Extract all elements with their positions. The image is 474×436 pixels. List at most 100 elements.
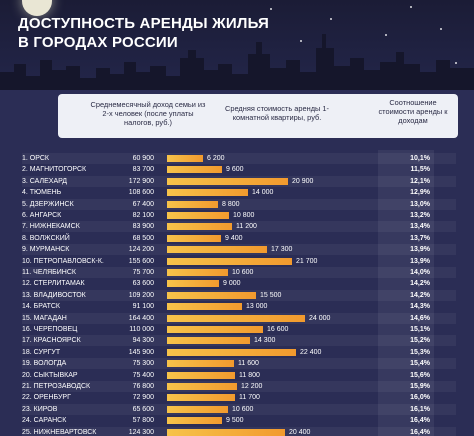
rent-bar — [167, 235, 221, 242]
rent-value-label: 13 000 — [246, 303, 268, 310]
income-value: 67 400 — [132, 201, 154, 208]
ratio-value: 15,6% — [410, 372, 430, 379]
rent-value-label: 9 500 — [226, 417, 244, 424]
income-value: 94 300 — [132, 337, 154, 344]
rent-bar — [167, 406, 228, 413]
row-stripe — [22, 381, 456, 392]
income-value: 63 600 — [132, 280, 154, 287]
rent-value-label: 11 800 — [239, 372, 260, 379]
city-label: 5. ДЗЕРЖИНСК — [22, 201, 74, 208]
rent-bar — [167, 166, 222, 173]
rent-bar — [167, 258, 292, 265]
ratio-value: 15,4% — [410, 360, 430, 367]
ratio-value: 14,6% — [410, 315, 430, 322]
city-label: 2. МАГНИТОГОРСК — [22, 166, 87, 173]
header-rent: Средняя стоимость аренды 1-комнатной ква… — [225, 104, 329, 122]
star-icon — [440, 28, 442, 30]
city-label: 25. НИЖНЕВАРТОВСК — [22, 429, 97, 436]
star-icon — [410, 6, 412, 8]
income-value: 83 900 — [132, 223, 154, 230]
rent-value-label: 11 700 — [239, 394, 260, 401]
rent-bar — [167, 201, 218, 208]
ratio-value: 14,2% — [410, 280, 430, 287]
ratio-value: 13,9% — [410, 258, 430, 265]
ratio-value: 16,4% — [410, 429, 430, 436]
rent-bar — [167, 429, 285, 436]
rent-value-label: 22 400 — [300, 349, 322, 356]
income-value: 75 700 — [132, 269, 154, 276]
ratio-value: 16,1% — [410, 406, 430, 413]
ratio-column-band — [378, 150, 434, 436]
income-value: 83 700 — [132, 166, 154, 173]
rent-bar — [167, 292, 256, 299]
income-value: 91 100 — [132, 303, 154, 310]
ratio-value: 12,1% — [410, 178, 430, 185]
city-label: 7. НИЖНЕКАМСК — [22, 223, 80, 230]
city-label: 3. САЛЕХАРД — [22, 178, 68, 185]
income-value: 108 600 — [128, 189, 154, 196]
ratio-value: 10,1% — [410, 155, 430, 162]
rent-value-label: 14 300 — [254, 337, 276, 344]
rent-bar — [167, 417, 222, 424]
rent-bar — [167, 360, 234, 367]
city-label: 23. КИРОВ — [22, 406, 58, 413]
rent-value-label: 15 500 — [260, 292, 282, 299]
city-label: 8. ВОЛЖСКИЙ — [22, 235, 70, 242]
column-header-box: Среднемесячный доход семьи из 2-х челове… — [58, 94, 458, 138]
moon-icon — [22, 0, 52, 16]
title-line-1: ДОСТУПНОСТЬ АРЕНДЫ ЖИЛЬЯ — [18, 15, 270, 32]
rent-bar — [167, 178, 288, 185]
ratio-value: 11,5% — [410, 166, 430, 173]
rent-value-label: 9 600 — [226, 166, 244, 173]
ratio-value: 12,9% — [410, 189, 430, 196]
ratio-value: 15,2% — [410, 337, 430, 344]
ratio-value: 13,2% — [410, 212, 430, 219]
rent-value-label: 10 600 — [232, 269, 254, 276]
rent-bar — [167, 212, 229, 219]
city-label: 15. МАГАДАН — [22, 315, 67, 322]
rent-bar — [167, 383, 237, 390]
ratio-value: 13,7% — [410, 235, 430, 242]
ratio-value: 13,4% — [410, 223, 430, 230]
income-value: 57 800 — [132, 417, 154, 424]
star-icon — [270, 8, 272, 10]
city-label: 12. СТЕРЛИТАМАК — [22, 280, 85, 287]
city-label: 4. ТЮМЕНЬ — [22, 189, 62, 196]
income-value: 164 400 — [128, 315, 154, 322]
ratio-value: 14,2% — [410, 292, 430, 299]
ratio-value: 13,0% — [410, 201, 430, 208]
income-value: 65 600 — [132, 406, 154, 413]
income-value: 110 000 — [129, 326, 154, 333]
city-label: 16. ЧЕРЕПОВЕЦ — [22, 326, 78, 333]
income-value: 82 100 — [132, 212, 154, 219]
star-icon — [385, 34, 387, 36]
rent-value-label: 16 600 — [267, 326, 289, 333]
title-line-2: В ГОРОДАХ РОССИИ — [18, 34, 178, 51]
row-stripe — [22, 267, 456, 278]
income-value: 124 200 — [128, 246, 154, 253]
city-label: 9. МУРМАНСК — [22, 246, 70, 253]
rent-value-label: 8 800 — [222, 201, 240, 208]
star-icon — [455, 62, 457, 64]
city-label: 10. ПЕТРОПАВЛОВСК-К. — [22, 258, 104, 265]
ratio-value: 14,3% — [410, 303, 430, 310]
rent-bar — [167, 326, 263, 333]
ratio-value: 13,9% — [410, 246, 430, 253]
ratio-value: 16,0% — [410, 394, 430, 401]
income-value: 172 900 — [128, 178, 154, 185]
ratio-value: 14,0% — [410, 269, 430, 276]
city-label: 11. ЧЕЛЯБИНСК — [22, 269, 76, 276]
rent-value-label: 10 600 — [232, 406, 254, 413]
rent-value-label: 21 700 — [296, 258, 318, 265]
rent-value-label: 9 400 — [225, 235, 243, 242]
row-stripe — [22, 404, 456, 415]
city-label: 20. СЫКТЫВКАР — [22, 372, 78, 379]
rent-value-label: 11 200 — [236, 223, 257, 230]
income-value: 75 300 — [132, 360, 154, 367]
rent-value-label: 12 200 — [241, 383, 263, 390]
rent-bar — [167, 372, 235, 379]
rent-bar — [167, 269, 228, 276]
ratio-value: 15,9% — [410, 383, 430, 390]
rent-value-label: 20 900 — [292, 178, 314, 185]
rent-bar — [167, 246, 267, 253]
